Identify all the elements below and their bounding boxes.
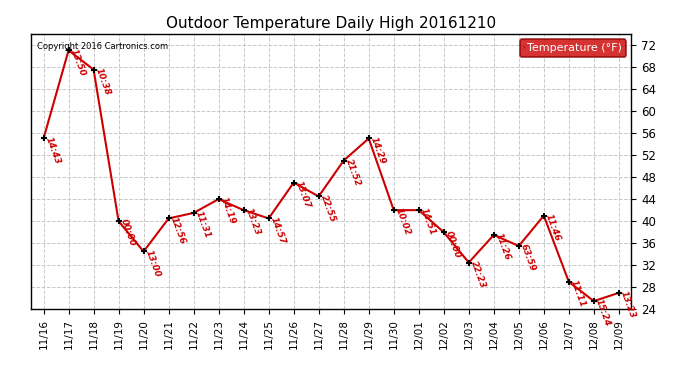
- Text: 13:07: 13:07: [294, 180, 312, 210]
- Text: 21:52: 21:52: [344, 158, 362, 188]
- Text: Copyright 2016 Cartronics.com: Copyright 2016 Cartronics.com: [37, 42, 168, 51]
- Text: 11:31: 11:31: [194, 210, 212, 240]
- Text: 14:19: 14:19: [219, 196, 237, 226]
- Text: 11:26: 11:26: [494, 232, 512, 262]
- Text: 10:02: 10:02: [394, 207, 412, 237]
- Legend: Temperature (°F): Temperature (°F): [520, 39, 626, 57]
- Text: 22:55: 22:55: [319, 193, 337, 223]
- Text: 11:46: 11:46: [544, 213, 562, 243]
- Text: 00:00: 00:00: [119, 218, 137, 248]
- Text: 13:23: 13:23: [244, 207, 262, 237]
- Title: Outdoor Temperature Daily High 20161210: Outdoor Temperature Daily High 20161210: [166, 16, 496, 31]
- Text: 13:50: 13:50: [68, 47, 87, 77]
- Text: 12:56: 12:56: [168, 215, 187, 245]
- Text: 13:00: 13:00: [144, 248, 162, 278]
- Text: 11:11: 11:11: [569, 279, 587, 309]
- Text: 14:29: 14:29: [368, 135, 387, 165]
- Text: 14:57: 14:57: [268, 215, 287, 245]
- Text: 00:00: 00:00: [444, 229, 462, 259]
- Text: 22:23: 22:23: [469, 260, 487, 290]
- Text: 63:59: 63:59: [519, 243, 537, 273]
- Text: 14:43: 14:43: [43, 135, 62, 165]
- Text: 13:23: 13:23: [619, 290, 637, 320]
- Text: 14:51: 14:51: [419, 207, 437, 237]
- Text: 15:24: 15:24: [594, 298, 612, 328]
- Text: 10:38: 10:38: [94, 66, 112, 96]
